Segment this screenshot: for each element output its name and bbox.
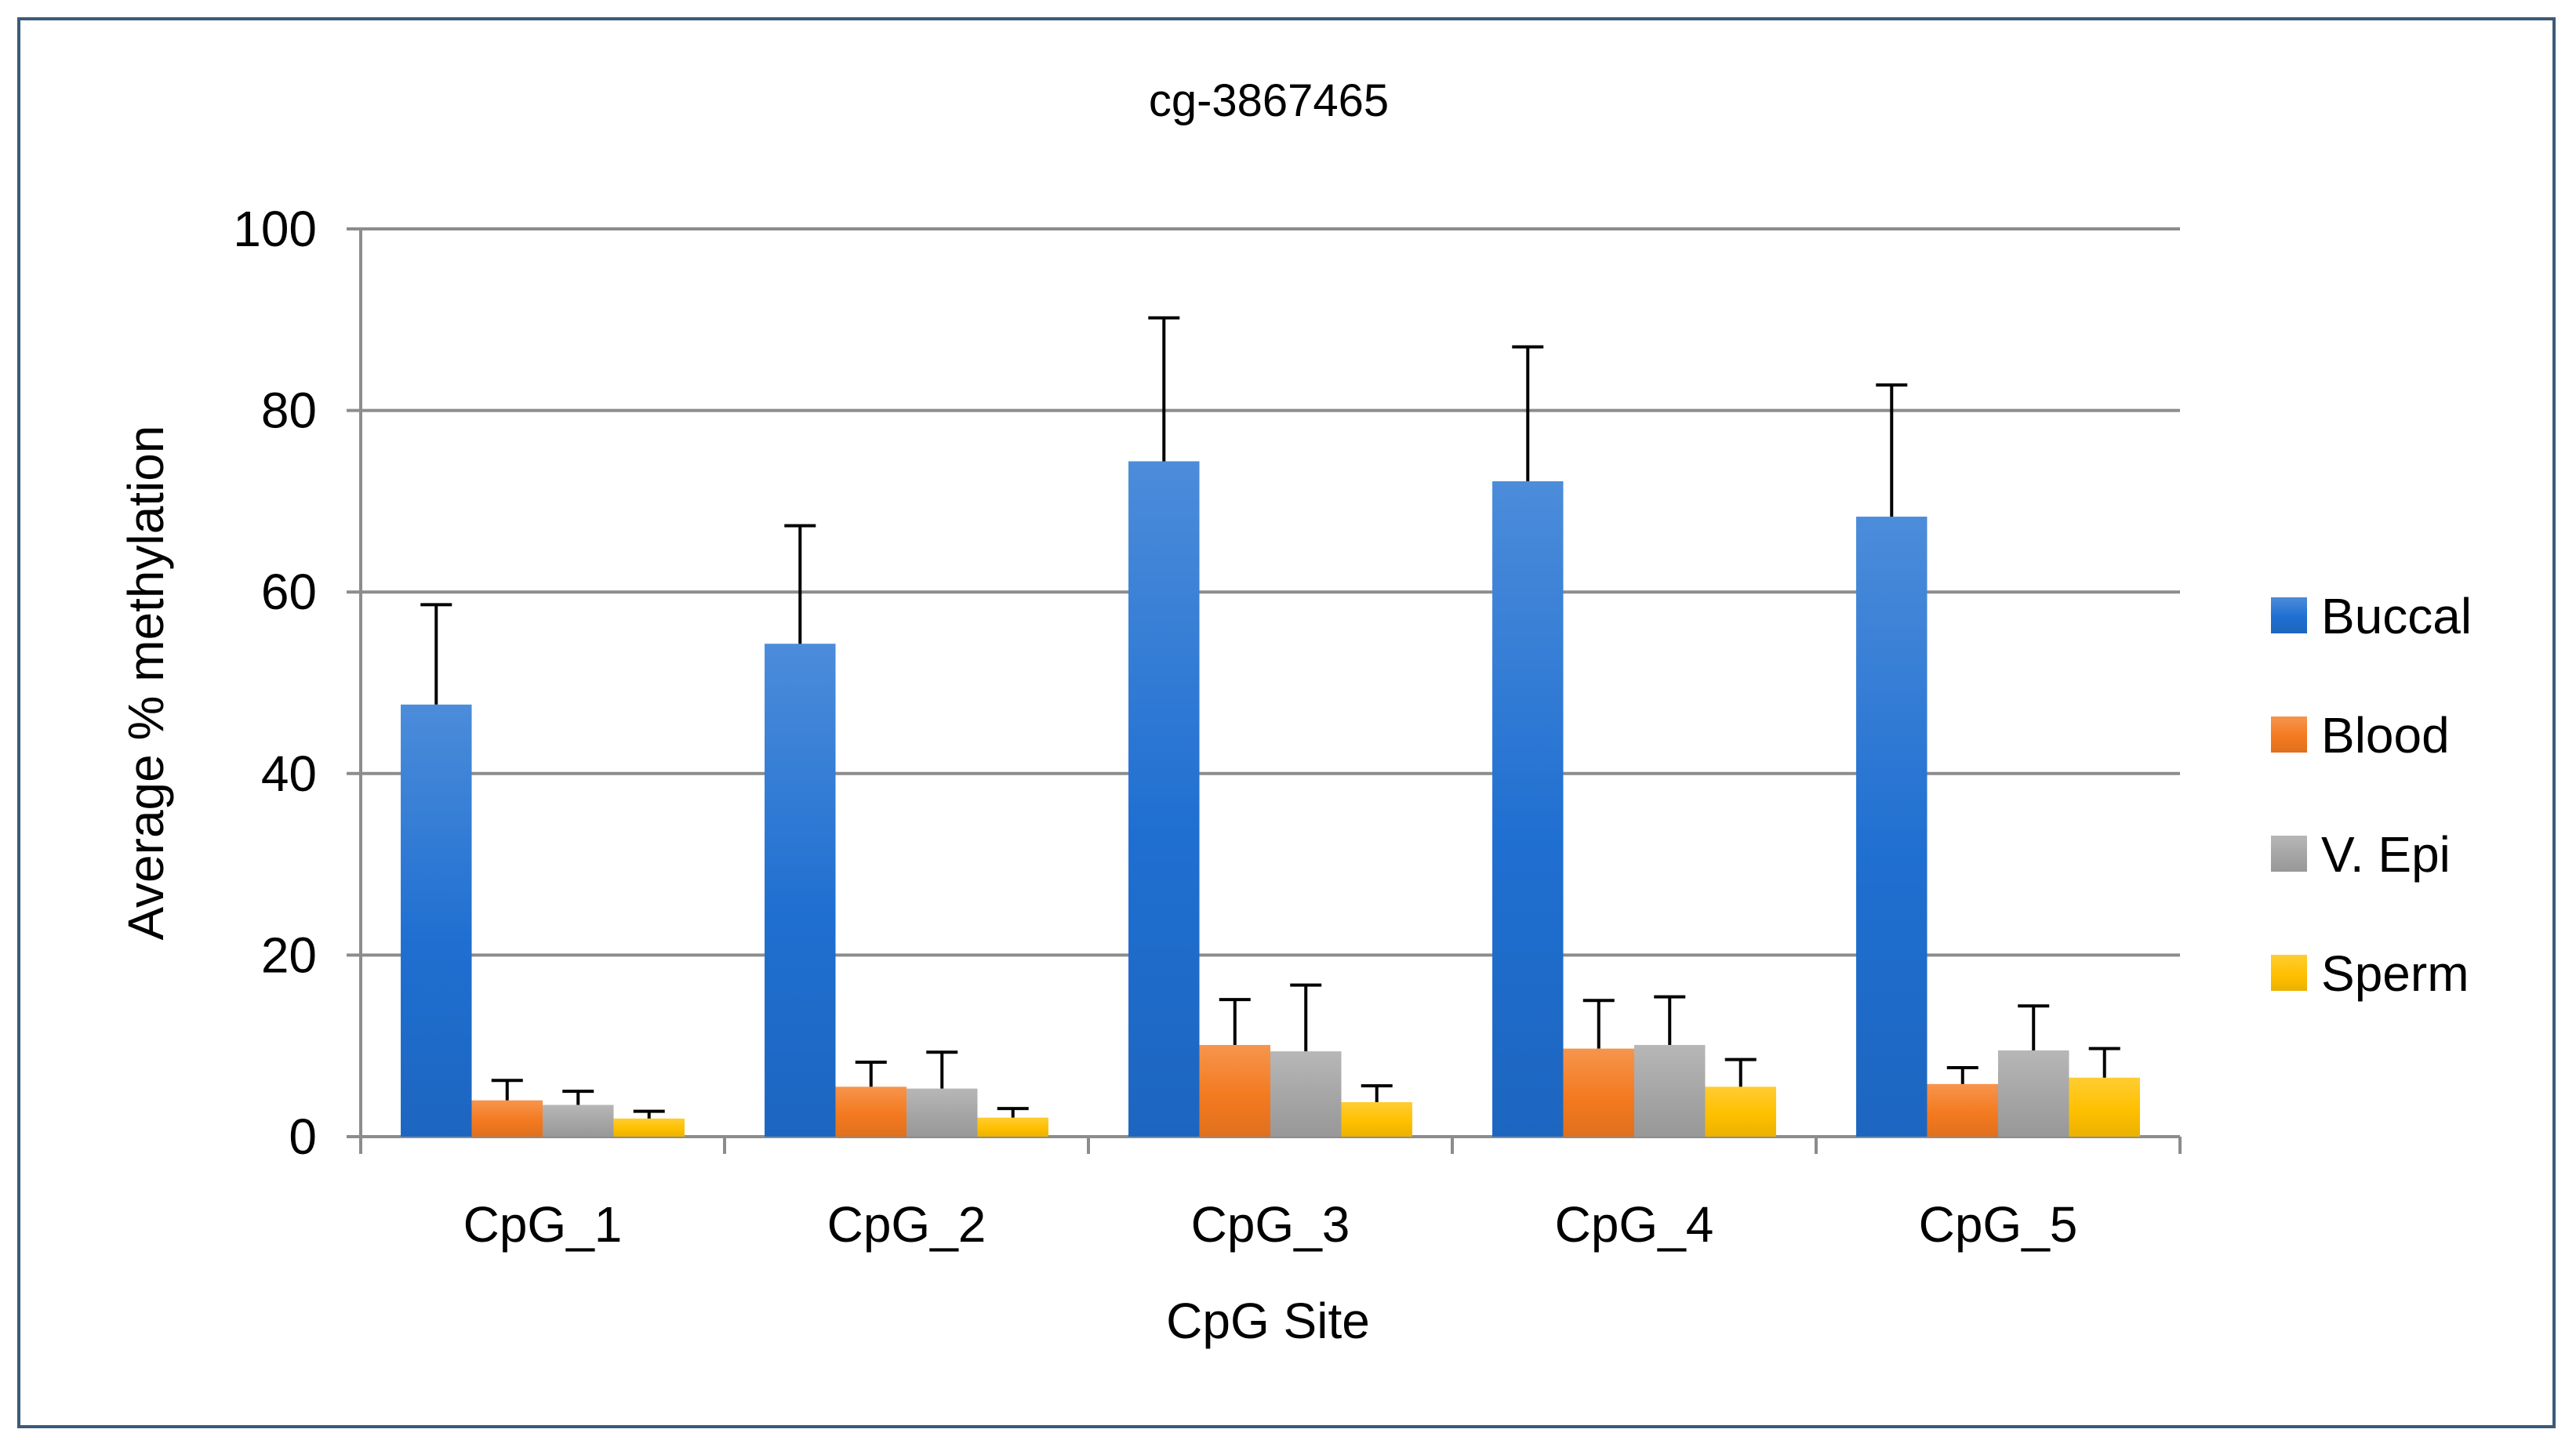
legend-label: Sperm: [2321, 945, 2469, 1002]
legend-swatch: [2271, 597, 2307, 633]
x-tick-label: CpG_4: [1555, 1196, 1714, 1253]
bar-buccal-cpg-2: [765, 644, 836, 1137]
x-tick-label: CpG_3: [1191, 1196, 1350, 1253]
bar-buccal-cpg-4: [1492, 481, 1564, 1137]
bar-v-epi-cpg-2: [907, 1088, 978, 1137]
y-axis-label: Average % methylation: [118, 426, 174, 941]
bar-v-epi-cpg-1: [543, 1105, 614, 1137]
legend: Buccal Blood V. Epi Sperm: [2271, 588, 2472, 1002]
y-tick-labels: 0 20 40 60 80 100: [233, 201, 317, 1165]
legend-label: Blood: [2321, 707, 2450, 764]
bar-sperm-cpg-2: [977, 1117, 1048, 1137]
chart-title: cg-3867465: [1149, 75, 1389, 126]
bar-buccal-cpg-1: [401, 704, 472, 1137]
x-tick-label: CpG_5: [1919, 1196, 2078, 1253]
bar-sperm-cpg-3: [1341, 1101, 1412, 1137]
bar-sperm-cpg-4: [1705, 1086, 1776, 1137]
legend-swatch: [2271, 955, 2307, 991]
bar-v-epi-cpg-5: [1998, 1050, 2069, 1137]
bar-buccal-cpg-5: [1856, 517, 1927, 1137]
x-tick-label: CpG_2: [827, 1196, 986, 1253]
bar-blood-cpg-2: [835, 1086, 907, 1137]
bar-buccal-cpg-3: [1128, 461, 1200, 1137]
x-axis-label: CpG Site: [1166, 1293, 1370, 1349]
bar-blood-cpg-1: [471, 1100, 543, 1137]
y-tick-label: 60: [261, 564, 317, 620]
bar-v-epi-cpg-3: [1270, 1051, 1342, 1137]
legend-label: Buccal: [2321, 588, 2472, 644]
legend-label: V. Epi: [2321, 826, 2451, 883]
bar-sperm-cpg-1: [613, 1118, 685, 1137]
chart-frame: cg-3867465 0 20 40 60 80 100 CpG_1 CpG_2 CpG_3 C…: [17, 17, 2556, 1428]
y-tick-label: 80: [261, 383, 317, 439]
x-tick-label: CpG_1: [463, 1196, 623, 1253]
y-tick-label: 100: [233, 201, 317, 257]
legend-swatch: [2271, 836, 2307, 872]
y-tick-label: 20: [261, 927, 317, 983]
legend-swatch: [2271, 716, 2307, 753]
error-bars: [420, 316, 2120, 1119]
bar-blood-cpg-3: [1199, 1045, 1270, 1137]
y-tick-label: 40: [261, 745, 317, 802]
bar-v-epi-cpg-4: [1634, 1045, 1706, 1137]
bar-sperm-cpg-5: [2069, 1077, 2140, 1137]
bar-blood-cpg-4: [1563, 1048, 1634, 1137]
y-tick-label: 0: [289, 1108, 317, 1165]
bar-blood-cpg-5: [1927, 1083, 1998, 1137]
bars: [401, 461, 2140, 1137]
x-tick-labels: CpG_1 CpG_2 CpG_3 CpG_4 CpG_5: [463, 1196, 2078, 1253]
